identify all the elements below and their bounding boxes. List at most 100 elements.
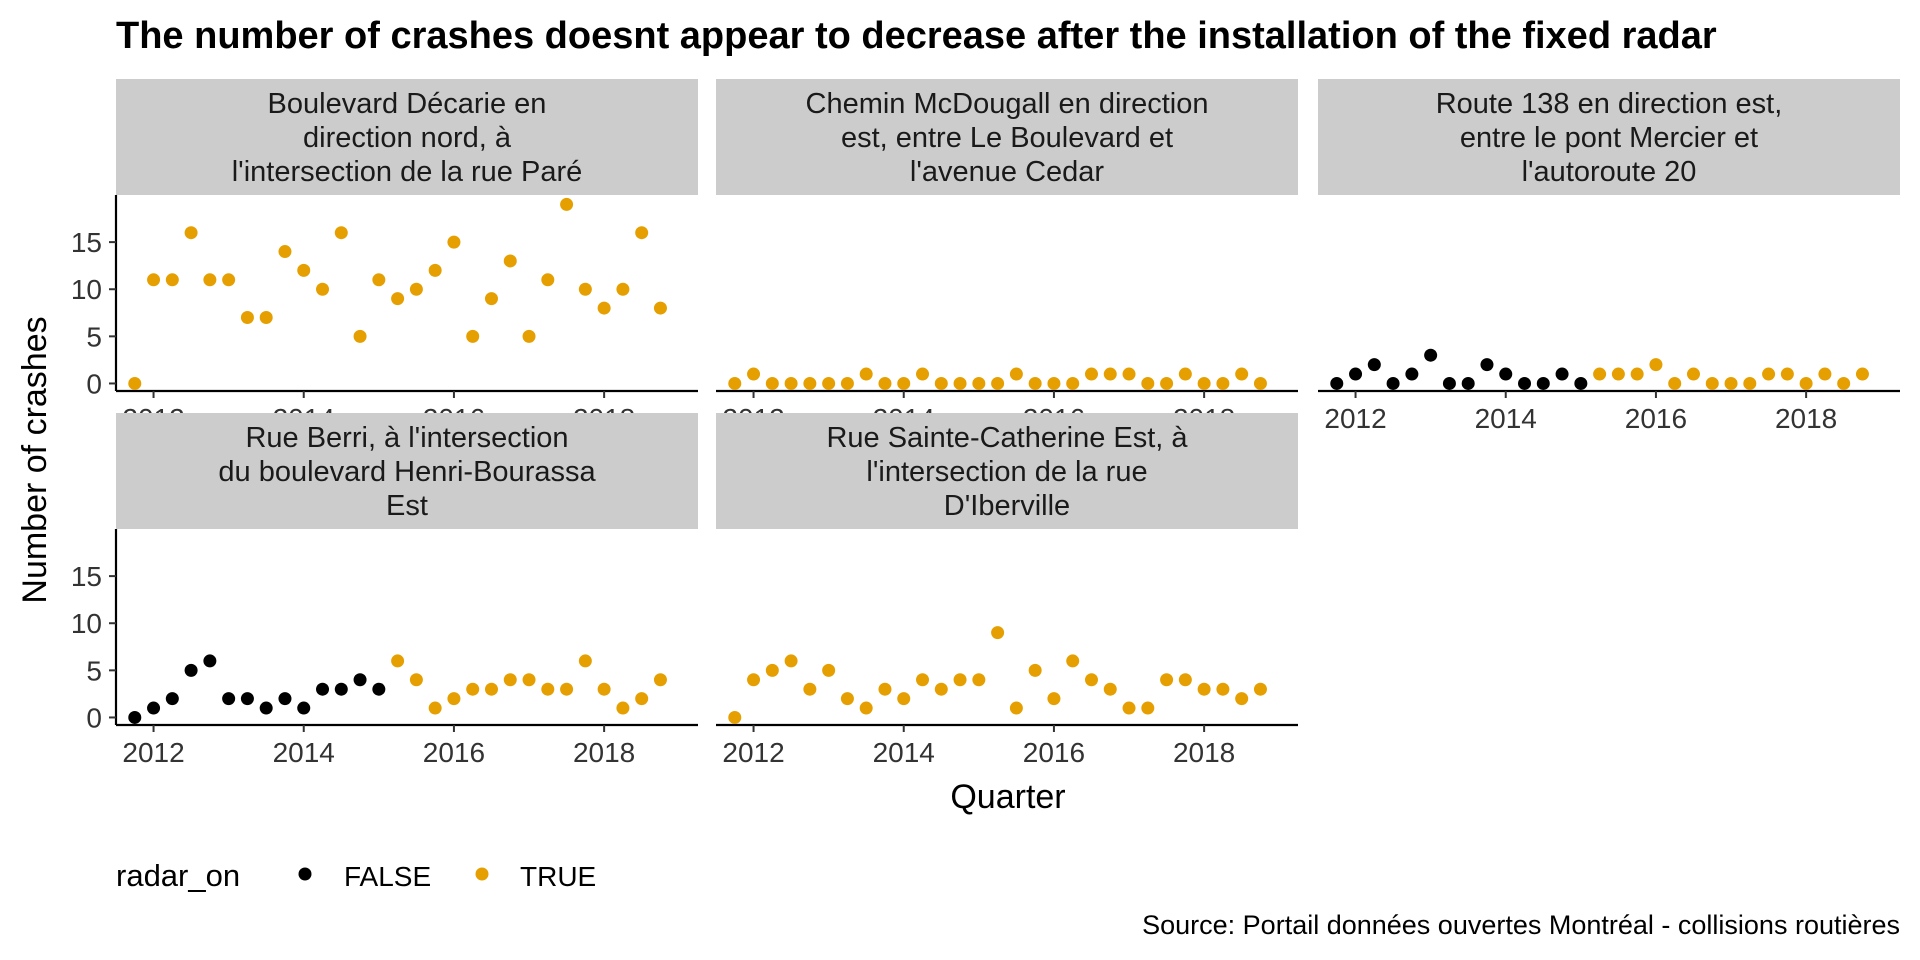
source-caption: Source: Portail données ouvertes Montréa… [1142, 910, 1900, 940]
data-point [409, 282, 423, 296]
data-point [784, 654, 798, 668]
data-point [859, 367, 873, 381]
data-point [616, 282, 630, 296]
data-point [953, 673, 967, 687]
data-point [635, 692, 649, 706]
data-point [222, 692, 236, 706]
data-point [560, 682, 574, 696]
facet-strip-label: du boulevard Henri-Bourassa [218, 456, 596, 488]
data-point [1593, 367, 1607, 381]
data-point [1253, 682, 1267, 696]
data-point [447, 235, 461, 249]
data-point [765, 376, 779, 390]
data-point [1122, 701, 1136, 715]
data-point [916, 673, 930, 687]
facet-strip-label: entre le pont Mercier et [1460, 122, 1758, 154]
data-point [147, 273, 161, 287]
facet-strip-label: Chemin McDougall en direction [806, 88, 1209, 120]
data-point [484, 292, 498, 306]
y-tick-label: 5 [86, 655, 102, 686]
data-point [1442, 376, 1456, 390]
data-point [128, 376, 142, 390]
data-point [1009, 367, 1023, 381]
data-point [203, 654, 217, 668]
x-tick-label: 2016 [1625, 403, 1687, 434]
data-point [578, 282, 592, 296]
data-point [1028, 376, 1042, 390]
facet-strip [116, 413, 698, 529]
data-point [1330, 376, 1344, 390]
data-point [1197, 376, 1211, 390]
data-point [1762, 367, 1776, 381]
data-point [840, 692, 854, 706]
x-tick-label: 2012 [122, 737, 184, 768]
x-tick-label: 2014 [1475, 403, 1537, 434]
data-point [859, 701, 873, 715]
data-point [1555, 367, 1569, 381]
data-point [635, 226, 649, 240]
data-point [1235, 692, 1249, 706]
facet-panel: Route 138 en direction est,entre le pont… [1318, 79, 1900, 434]
x-tick-label: 2012 [722, 737, 784, 768]
data-point [1705, 376, 1719, 390]
data-point [165, 273, 179, 287]
chart-title: The number of crashes doesnt appear to d… [116, 15, 1717, 57]
data-point [184, 663, 198, 677]
data-point [503, 673, 517, 687]
data-point [1066, 654, 1080, 668]
data-point [428, 263, 442, 277]
data-point [165, 692, 179, 706]
data-point [972, 376, 986, 390]
data-point [1724, 376, 1738, 390]
legend-key-false [298, 867, 312, 881]
data-point [1799, 376, 1813, 390]
data-point [240, 311, 254, 324]
facet-strip [716, 79, 1298, 195]
legend: radar_on FALSE TRUE [116, 858, 596, 893]
data-point [541, 682, 555, 696]
data-point [1367, 358, 1381, 372]
facet-strip-label: Rue Berri, à l'intersection [245, 422, 568, 454]
data-point [484, 682, 498, 696]
data-point [1574, 376, 1588, 390]
data-point [803, 682, 817, 696]
x-tick-label: 2018 [1775, 403, 1837, 434]
data-point [991, 626, 1005, 640]
x-tick-label: 2018 [573, 737, 635, 768]
data-point [447, 692, 461, 706]
data-point [1630, 367, 1644, 381]
data-point [353, 329, 367, 343]
data-point [991, 376, 1005, 390]
data-point [128, 710, 142, 724]
data-point [353, 673, 367, 687]
data-point [1141, 701, 1155, 715]
data-point [391, 292, 405, 306]
data-point [878, 376, 892, 390]
data-point [578, 654, 592, 668]
y-tick-label: 15 [71, 227, 102, 258]
data-point [1424, 348, 1438, 362]
data-point [466, 682, 480, 696]
data-point [240, 692, 254, 706]
data-point [1536, 376, 1550, 390]
data-point [784, 376, 798, 390]
data-point [391, 654, 405, 668]
data-point [334, 226, 348, 240]
data-point [316, 282, 330, 296]
facet-strip [116, 79, 698, 195]
x-tick-label: 2018 [1173, 737, 1235, 768]
data-point [653, 301, 667, 315]
data-point [372, 682, 386, 696]
facet-panel: Rue Sainte-Catherine Est, àl'intersectio… [716, 413, 1298, 768]
x-tick-label: 2016 [423, 737, 485, 768]
data-point [222, 273, 236, 287]
data-point [147, 701, 161, 715]
data-point [503, 254, 517, 268]
data-point [934, 682, 948, 696]
data-point [1518, 376, 1532, 390]
x-axis-title: Quarter [950, 778, 1065, 816]
data-point [466, 329, 480, 343]
data-point [1103, 367, 1117, 381]
